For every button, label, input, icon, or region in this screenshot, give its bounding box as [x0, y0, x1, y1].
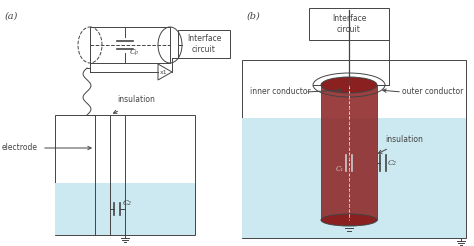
- Text: C₂: C₂: [122, 199, 131, 207]
- Text: inner conductor: inner conductor: [250, 88, 311, 96]
- Text: (a): (a): [5, 12, 18, 21]
- Bar: [90, 27, 170, 63]
- Text: C₂: C₂: [388, 159, 397, 167]
- Ellipse shape: [321, 77, 377, 93]
- Bar: [55, 183, 195, 235]
- Bar: [55, 115, 195, 235]
- Text: (b): (b): [247, 12, 261, 21]
- Bar: [178, 30, 230, 58]
- Text: Cₚ: Cₚ: [130, 48, 139, 56]
- Text: Interface
circuit: Interface circuit: [187, 34, 221, 54]
- Text: x1: x1: [160, 71, 168, 76]
- Text: electrode: electrode: [2, 143, 38, 153]
- Text: Interface
circuit: Interface circuit: [332, 14, 366, 34]
- Bar: [309, 8, 389, 40]
- Text: outer conductor: outer conductor: [402, 88, 464, 96]
- Text: insulation: insulation: [117, 95, 155, 104]
- Bar: [242, 118, 466, 238]
- Text: insulation: insulation: [385, 135, 423, 144]
- Bar: [242, 60, 466, 238]
- Text: C₁: C₁: [336, 165, 344, 173]
- Bar: [321, 85, 377, 220]
- Ellipse shape: [321, 214, 377, 226]
